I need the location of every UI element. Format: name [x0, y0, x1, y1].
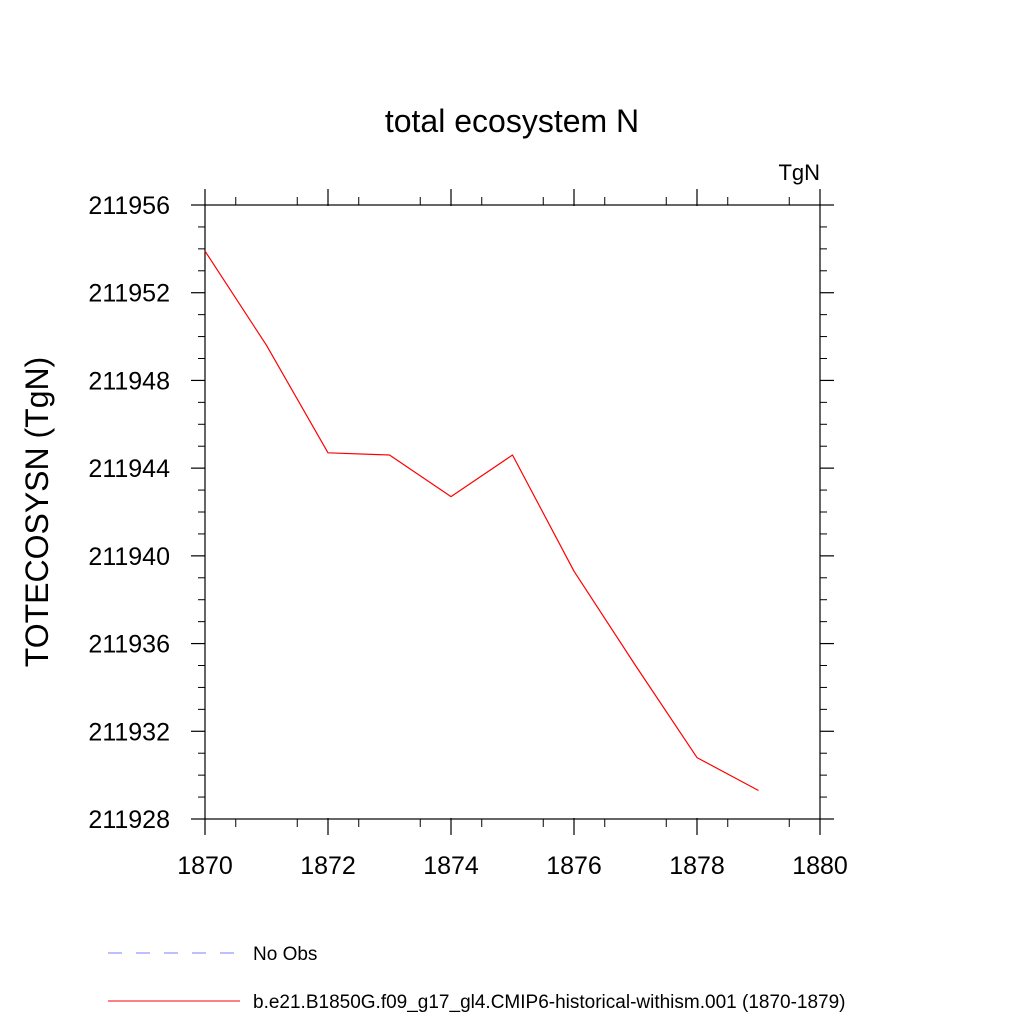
y-tick-label: 211944 — [88, 455, 170, 483]
y-tick-label: 211952 — [88, 280, 170, 308]
series-layer — [204, 250, 759, 792]
y-axis-label: TOTECOSYSN (TgN) — [19, 357, 55, 668]
x-tick-label: 1872 — [300, 852, 356, 880]
x-tick-label: 1870 — [177, 852, 233, 880]
x-tick-label: 1878 — [669, 852, 725, 880]
legend-label-1: b.e21.B1850G.f09_g17_gl4.CMIP6-historica… — [253, 992, 846, 1013]
legend-label-0: No Obs — [253, 944, 317, 965]
legend: No Obs b.e21.B1850G.f09_g17_gl4.CMIP6-his… — [108, 944, 846, 1013]
x-tick-label: 1874 — [423, 852, 479, 880]
series-line-0 — [204, 250, 759, 792]
y-tick-label: 211932 — [88, 718, 170, 746]
x-tick-label: 1880 — [792, 852, 848, 880]
y-tick-label: 211956 — [88, 192, 170, 220]
units-label: TgN — [778, 160, 820, 185]
y-tick-label: 211940 — [88, 543, 170, 571]
x-tick-label: 1876 — [546, 852, 602, 880]
plot-frame — [204, 204, 821, 820]
axis-ticks: 1870 1872 1874 1876 1878 1880 211928 211932 2119… — [88, 189, 848, 880]
y-tick-label: 211928 — [88, 806, 170, 834]
y-tick-label: 211936 — [88, 631, 170, 659]
y-tick-label: 211948 — [88, 367, 170, 395]
chart-title: total ecosystem N — [385, 103, 639, 139]
